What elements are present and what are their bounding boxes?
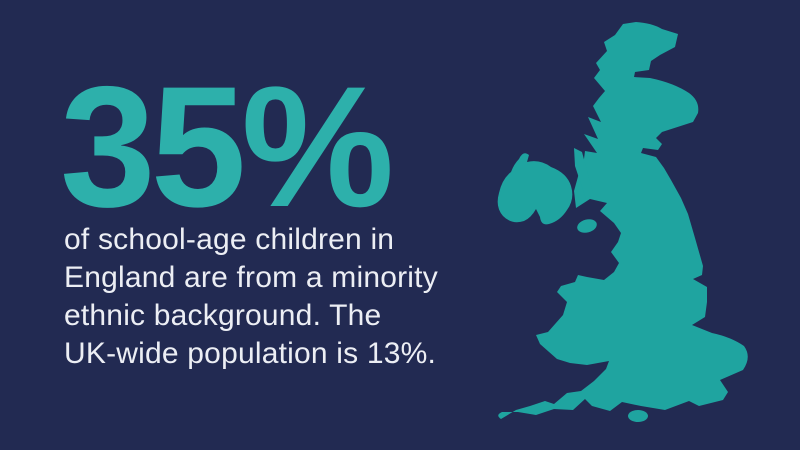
- isle-of-wight-island: [628, 410, 648, 422]
- stat-description-line: UK-wide population is 13%.: [64, 337, 437, 370]
- hebrides-island: [574, 148, 593, 199]
- northern-ireland-silhouette: [497, 153, 573, 225]
- stat-description: of school-age children in England are fr…: [64, 221, 504, 373]
- uk-map-icon: [497, 22, 748, 422]
- stat-description-line: England are from a minority: [64, 261, 438, 294]
- stat-description-line: ethnic background. The: [64, 299, 382, 332]
- isle-of-man-island: [577, 219, 597, 233]
- great-britain-silhouette: [498, 22, 748, 419]
- stat-value: 35%: [60, 51, 394, 243]
- stat-description-line: of school-age children in: [64, 223, 395, 256]
